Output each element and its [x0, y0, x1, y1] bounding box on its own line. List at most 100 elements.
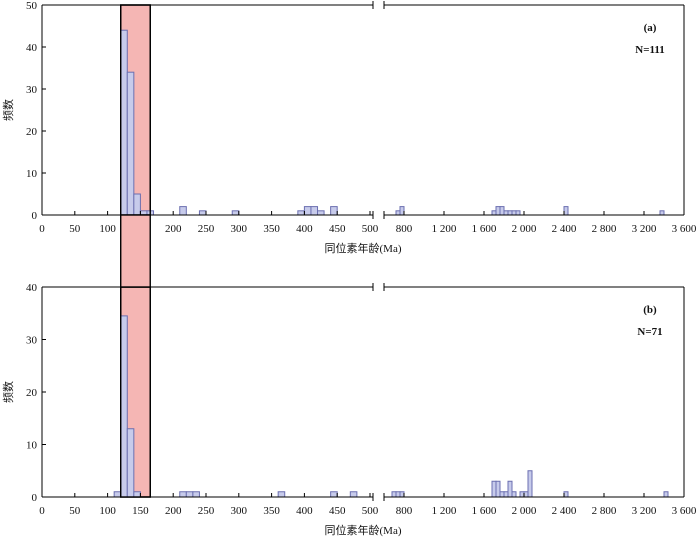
sample-count-label: N=111	[635, 44, 665, 56]
x-tick-label: 800	[396, 223, 413, 235]
x-tick-label: 0	[39, 223, 45, 235]
x-tick-label: 2 400	[552, 505, 577, 517]
y-tick-label: 30	[26, 84, 38, 96]
bar	[185, 491, 194, 498]
bar	[126, 71, 135, 216]
x-tick-label: 200	[165, 223, 182, 235]
bar	[297, 210, 305, 216]
bar	[511, 491, 517, 498]
x-tick-label: 200	[165, 505, 182, 517]
bar	[277, 491, 286, 498]
x-tick-label: 2 800	[592, 223, 617, 235]
x-tick-label: 50	[69, 505, 81, 517]
bar	[511, 210, 517, 216]
x-tick-label: 2 400	[552, 223, 577, 235]
bar	[126, 428, 135, 498]
sample-count-label: N=71	[637, 326, 662, 338]
bar	[120, 315, 128, 498]
bar	[395, 210, 401, 216]
bar	[317, 210, 325, 216]
panel-label: (b)	[643, 304, 657, 316]
x-tick-label: 2 800	[592, 505, 617, 517]
bar	[519, 491, 525, 498]
x-tick-label: 350	[263, 223, 280, 235]
bar	[499, 206, 505, 216]
x-tick-label: 250	[198, 505, 215, 517]
bar	[330, 206, 338, 216]
y-axis-label: 频数	[1, 381, 15, 403]
x-tick-label: 0	[39, 505, 45, 517]
bar	[491, 480, 497, 498]
bar	[399, 491, 405, 498]
bar	[527, 470, 533, 498]
x-tick-label: 500	[362, 223, 379, 235]
x-tick-label: 3 600	[672, 223, 697, 235]
bar	[330, 491, 338, 498]
x-tick-label: 1 600	[472, 505, 497, 517]
x-tick-label: 1 600	[472, 223, 497, 235]
bar	[120, 29, 128, 216]
y-tick-label: 20	[26, 126, 38, 138]
bar	[349, 491, 358, 498]
y-tick-label: 10	[26, 440, 38, 452]
bar	[231, 210, 240, 216]
y-tick-label: 0	[32, 210, 38, 222]
x-tick-label: 2 000	[512, 223, 537, 235]
bar	[515, 210, 521, 216]
x-axis-label: 同位素年龄(Ma)	[325, 241, 402, 255]
y-tick-label: 20	[26, 387, 38, 399]
bar	[495, 206, 501, 216]
bar	[507, 210, 513, 216]
x-tick-label: 3 600	[672, 505, 697, 517]
bar	[663, 491, 669, 498]
y-tick-label: 10	[26, 168, 38, 180]
x-tick-label: 1 200	[432, 505, 457, 517]
x-tick-label: 250	[198, 223, 215, 235]
x-tick-label: 800	[396, 505, 413, 517]
bar	[133, 491, 141, 498]
bar	[303, 206, 312, 216]
x-tick-label: 300	[231, 505, 248, 517]
bar	[391, 491, 397, 498]
x-tick-label: 350	[263, 505, 280, 517]
bar	[503, 491, 509, 498]
x-tick-label: 150	[132, 505, 149, 517]
x-tick-label: 400	[296, 505, 313, 517]
bar	[659, 210, 665, 216]
x-tick-label: 3 200	[632, 223, 657, 235]
bar	[395, 491, 401, 498]
x-tick-label: 300	[231, 223, 248, 235]
bar	[399, 206, 405, 216]
bar	[563, 206, 569, 216]
y-axis-label: 频数	[1, 99, 15, 121]
y-tick-label: 40	[26, 42, 38, 54]
y-tick-label: 40	[26, 282, 38, 294]
bar	[503, 210, 509, 216]
bar	[179, 206, 187, 216]
x-tick-label: 2 000	[512, 505, 537, 517]
x-tick-label: 100	[99, 505, 116, 517]
bar	[179, 491, 187, 498]
x-tick-label: 3 200	[632, 505, 657, 517]
bar	[113, 491, 122, 498]
panel-a: 0102030405005010015020025030035040045050…	[1, 0, 697, 255]
x-tick-label: 450	[329, 223, 346, 235]
x-tick-label: 450	[329, 505, 346, 517]
y-tick-label: 30	[26, 335, 38, 347]
x-axis-label: 同位素年龄(Ma)	[325, 523, 402, 537]
y-tick-label: 50	[26, 0, 38, 12]
bar	[491, 210, 497, 216]
highlight-band-connector	[120, 214, 151, 288]
x-tick-label: 500	[362, 505, 379, 517]
bar	[523, 491, 529, 498]
panel-label: (a)	[644, 22, 657, 34]
bar	[133, 193, 141, 216]
x-tick-label: 1 200	[432, 223, 457, 235]
bar	[563, 491, 569, 498]
x-tick-label: 400	[296, 223, 313, 235]
bar	[495, 480, 501, 498]
bar	[198, 210, 207, 216]
y-tick-label: 0	[32, 492, 38, 504]
x-tick-label: 50	[69, 223, 81, 235]
